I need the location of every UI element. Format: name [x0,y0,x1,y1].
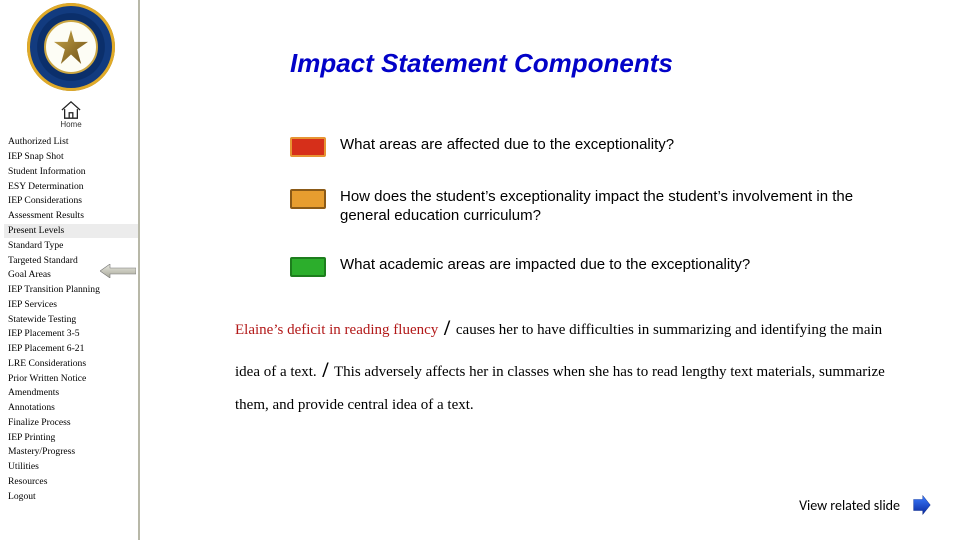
home-label: Home [4,120,138,129]
home-icon [60,100,82,120]
sidebar-item-resources[interactable]: Resources [4,475,138,490]
footer: View related slide [799,494,932,516]
sidebar-item-iep-transition-planning[interactable]: IEP Transition Planning [4,283,138,298]
sidebar-item-iep-considerations[interactable]: IEP Considerations [4,194,138,209]
sidebar-item-iep-placement-6-21[interactable]: IEP Placement 6-21 [4,342,138,357]
paragraph-divider: / [442,315,452,340]
example-paragraph: Elaine’s deficit in reading fluency / ca… [235,307,895,419]
sidebar-item-prior-written-notice[interactable]: Prior Written Notice [4,371,138,386]
bullet-color-box [290,189,326,209]
bullet-list: What areas are affected due to the excep… [290,135,916,277]
next-slide-button[interactable] [910,494,932,516]
bullet-row: What academic areas are impacted due to … [290,255,870,277]
arrow-left-icon [100,264,136,278]
sidebar-item-logout[interactable]: Logout [4,489,138,504]
bullet-text: How does the student’s exceptionality im… [340,187,870,225]
sidebar-item-esy-determination[interactable]: ESY Determination [4,179,138,194]
bullet-text: What academic areas are impacted due to … [340,255,750,274]
paragraph-segment-3: This adversely affects her in classes wh… [235,364,885,413]
wv-doe-seal [26,2,116,92]
sidebar-item-statewide-testing[interactable]: Statewide Testing [4,312,138,327]
bullet-text: What areas are affected due to the excep… [340,135,674,154]
view-related-slide-link[interactable]: View related slide [799,497,900,514]
main-content: Impact Statement Components What areas a… [140,0,960,540]
page-title: Impact Statement Components [290,48,916,79]
paragraph-segment-1: Elaine’s deficit in reading fluency [235,322,438,338]
sidebar-item-standard-type[interactable]: Standard Type [4,238,138,253]
home-button[interactable]: Home [4,100,138,129]
sidebar-item-amendments[interactable]: Amendments [4,386,138,401]
bullet-row: What areas are affected due to the excep… [290,135,870,157]
paragraph-divider: / [320,357,330,382]
sidebar-item-present-levels[interactable]: Present Levels [4,224,138,239]
bullet-color-box [290,257,326,277]
sidebar-item-lre-considerations[interactable]: LRE Considerations [4,356,138,371]
sidebar-item-authorized-list[interactable]: Authorized List [4,135,138,150]
sidebar-item-student-information[interactable]: Student Information [4,165,138,180]
sidebar-item-assessment-results[interactable]: Assessment Results [4,209,138,224]
sidebar-item-finalize-process[interactable]: Finalize Process [4,416,138,431]
sidebar-item-annotations[interactable]: Annotations [4,401,138,416]
sidebar-item-utilities[interactable]: Utilities [4,460,138,475]
bullet-color-box [290,137,326,157]
sidebar-item-mastery-progress[interactable]: Mastery/Progress [4,445,138,460]
sidebar-item-iep-placement-3-5[interactable]: IEP Placement 3-5 [4,327,138,342]
sidebar-item-iep-services[interactable]: IEP Services [4,297,138,312]
arrow-right-icon [910,494,932,516]
sidebar-nav: Authorized ListIEP Snap ShotStudent Info… [4,135,138,504]
pointer-arrow [100,264,136,283]
sidebar-item-iep-snap-shot[interactable]: IEP Snap Shot [4,150,138,165]
bullet-row: How does the student’s exceptionality im… [290,187,870,225]
sidebar-item-iep-printing[interactable]: IEP Printing [4,430,138,445]
